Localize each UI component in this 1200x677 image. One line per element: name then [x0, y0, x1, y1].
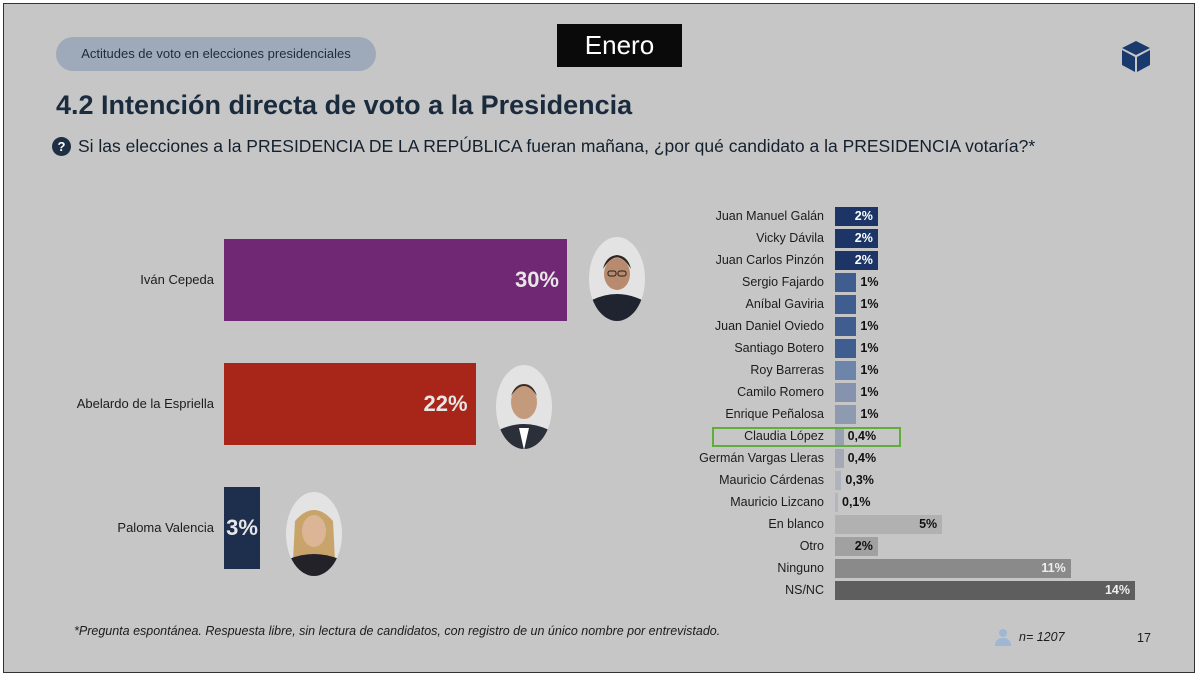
row-label-ns-nc: NS/NC: [785, 583, 824, 597]
row-label-enrique-penalosa: Enrique Peñalosa: [725, 407, 824, 421]
row-label-vicky-davila: Vicky Dávila: [756, 231, 824, 245]
candidate-photo-cepeda: [589, 237, 645, 321]
bar-ns-nc: [835, 581, 1135, 600]
row-label-mauricio-lizcano: Mauricio Lizcano: [730, 495, 824, 509]
sample-size: n= 1207: [994, 628, 1065, 646]
bar-ninguno: [835, 559, 1071, 578]
bar-juan-manuel-galan: [835, 207, 878, 226]
row-label-claudia-lopez: Claudia López: [744, 429, 824, 443]
bar-value-camilo-romero: 1%: [860, 385, 879, 399]
bar-juan-daniel-oviedo: [835, 317, 857, 336]
question: ? Si las elecciones a la PRESIDENCIA DE …: [52, 136, 1035, 157]
bar-value-juan-daniel-oviedo: 1%: [860, 319, 879, 333]
bar-camilo-romero: [835, 383, 857, 402]
page-number: 17: [1137, 631, 1151, 645]
row-label-german-vargas-lleras: Germán Vargas Lleras: [699, 451, 824, 465]
bar-value-santiago-botero: 1%: [860, 341, 879, 355]
footnote: *Pregunta espontánea. Respuesta libre, s…: [74, 624, 721, 638]
highlight-box-claudia-lopez: [712, 427, 901, 447]
candidate-photo-valencia: [286, 492, 342, 576]
bar-juan-carlos-pinzon: [835, 251, 878, 270]
bar-value-roy-barreras: 1%: [860, 363, 879, 377]
bar-value-vicky-davila: 2%: [854, 231, 873, 245]
bar-santiago-botero: [835, 339, 857, 358]
section-label: Actitudes de voto en elecciones presiden…: [56, 37, 376, 71]
bar-mauricio-lizcano: [835, 493, 838, 512]
bar-roy-barreras: [835, 361, 857, 380]
bar-value-paloma-valencia: 3%: [226, 515, 258, 540]
bar-value-enrique-penalosa: 1%: [860, 407, 879, 421]
bar-abelardo-de-la-espriella: [224, 363, 476, 445]
bar-value-ns-nc: 14%: [1104, 583, 1130, 597]
row-label-sergio-fajardo: Sergio Fajardo: [742, 275, 824, 289]
question-text: Si las elecciones a la PRESIDENCIA DE LA…: [78, 136, 1036, 156]
bar-value-ninguno: 11%: [1041, 561, 1066, 575]
bar-value-sergio-fajardo: 1%: [860, 275, 879, 289]
page-title: 4.2 Intención directa de voto a la Presi…: [56, 90, 633, 120]
person-icon: [995, 629, 1011, 646]
bar-sergio-fajardo: [835, 273, 857, 292]
bar-otro: [835, 537, 878, 556]
bar-mauricio-cardenas: [835, 471, 842, 490]
bar-value-ivan-cepeda: 30%: [514, 267, 559, 292]
row-label-roy-barreras: Roy Barreras: [750, 363, 824, 377]
bar-enrique-penalosa: [835, 405, 857, 424]
question-icon: ?: [52, 137, 71, 156]
candidate-label-abelardo-de-la-espriella: Abelardo de la Espriella: [76, 396, 214, 411]
bar-claudia-lopez: [835, 427, 844, 446]
bar-paloma-valencia: [224, 487, 260, 569]
row-label-juan-carlos-pinzon: Juan Carlos Pinzón: [715, 253, 824, 267]
month-badge: Enero: [557, 24, 682, 67]
row-label-camilo-romero: Camilo Romero: [737, 385, 824, 399]
bar-en-blanco: [835, 515, 943, 534]
row-label-en-blanco: En blanco: [768, 517, 824, 531]
bar-value-juan-carlos-pinzon: 2%: [854, 253, 873, 267]
candidate-label-ivan-cepeda: Iván Cepeda: [140, 272, 214, 287]
cube-logo-icon: [1122, 41, 1150, 72]
bar-vicky-davila: [835, 229, 878, 248]
bar-value-german-vargas-lleras: 0,4%: [847, 451, 877, 465]
candidate-label-paloma-valencia: Paloma Valencia: [117, 520, 214, 535]
row-label-juan-manuel-galan: Juan Manuel Galán: [715, 209, 824, 223]
sample-text: n= 1207: [1019, 630, 1065, 644]
bar-value-juan-manuel-galan: 2%: [854, 209, 873, 223]
row-label-otro: Otro: [799, 539, 824, 553]
bar-value-mauricio-lizcano: 0,1%: [842, 495, 871, 509]
bar-anibal-gaviria: [835, 295, 857, 314]
bar-value-anibal-gaviria: 1%: [860, 297, 879, 311]
bar-value-abelardo-de-la-espriella: 22%: [423, 391, 468, 416]
bar-value-mauricio-cardenas: 0,3%: [845, 473, 874, 487]
row-label-ninguno: Ninguno: [777, 561, 824, 575]
row-label-santiago-botero: Santiago Botero: [734, 341, 824, 355]
bar-value-en-blanco: 5%: [919, 517, 938, 531]
bar-value-otro: 2%: [854, 539, 873, 553]
candidate-photo-espriella: [496, 365, 552, 449]
bar-value-claudia-lopez: 0,4%: [847, 429, 877, 443]
slide: Actitudes de voto en elecciones presiden…: [3, 3, 1195, 673]
row-label-mauricio-cardenas: Mauricio Cárdenas: [719, 473, 824, 487]
bar-german-vargas-lleras: [835, 449, 844, 468]
row-label-juan-daniel-oviedo: Juan Daniel Oviedo: [714, 319, 824, 333]
row-label-anibal-gaviria: Aníbal Gaviria: [745, 297, 824, 311]
bar-ivan-cepeda: [224, 239, 567, 321]
